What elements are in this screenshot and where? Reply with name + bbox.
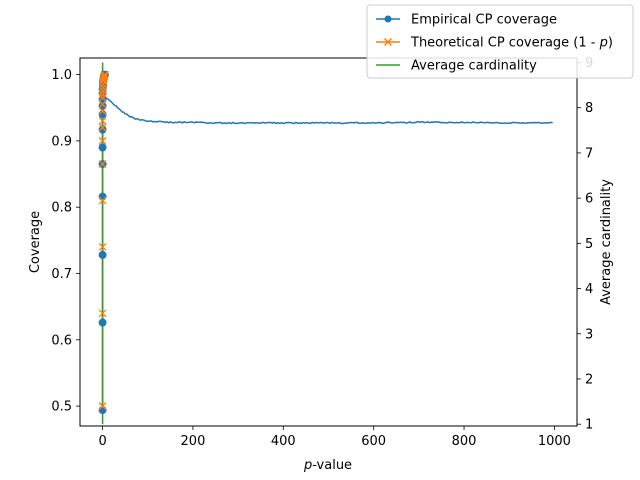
point-theoretical: [98, 196, 107, 205]
y-left-tick-label: 1.0: [51, 68, 72, 83]
y-right-tick-label: 1: [585, 418, 593, 433]
y-left-tick-label: 0.8: [51, 201, 72, 216]
point-empirical: [98, 318, 107, 327]
y-right-tick-label: 7: [585, 146, 593, 161]
point-empirical: [98, 192, 107, 201]
point-theoretical: [98, 123, 107, 132]
legend-label-cardinality: Average cardinality: [411, 59, 537, 74]
legend: Empirical CP coverage Theoretical CP cov…: [366, 4, 634, 79]
point-theoretical: [98, 402, 107, 411]
legend-entry-empirical: Empirical CP coverage: [376, 13, 557, 28]
x-tick-label: 1000: [538, 434, 571, 449]
point-theoretical: [98, 309, 107, 318]
y-axis-left: 0.5 0.6 0.7 0.8 0.9 1.0: [51, 68, 80, 415]
y-axis-right-label: Average cardinality: [599, 179, 614, 305]
plot-area: [98, 62, 553, 425]
x-axis-label: p-value: [303, 458, 352, 473]
legend-label-empirical: Empirical CP coverage: [411, 13, 557, 28]
y-left-tick-label: 0.5: [51, 400, 72, 415]
point-empirical: [98, 143, 107, 152]
point-theoretical: [98, 117, 107, 125]
point-theoretical: [99, 83, 108, 92]
x-tick-label: 600: [361, 434, 386, 449]
y-right-tick-label: 8: [585, 101, 593, 116]
point-theoretical: [98, 160, 107, 169]
point-theoretical: [99, 87, 108, 96]
legend-label-theoretical: Theoretical CP coverage (1 - p): [410, 36, 613, 51]
y-left-tick-label: 0.9: [51, 134, 72, 149]
y-right-tick-label: 4: [585, 282, 593, 297]
y-right-tick-label: 2: [585, 372, 593, 387]
x-tick-label: 800: [452, 434, 477, 449]
x-tick-label: 0: [98, 434, 106, 449]
legend-marker-theoretical: [383, 37, 393, 47]
point-theoretical: [98, 243, 107, 251]
legend-entry-theoretical: Theoretical CP coverage (1 - p): [376, 36, 613, 51]
y-left-tick-label: 0.6: [51, 333, 72, 348]
legend-box: [366, 4, 634, 79]
x-tick-label: 400: [271, 434, 296, 449]
point-theoretical: [98, 107, 107, 116]
point-empirical: [98, 250, 107, 259]
point-theoretical: [98, 93, 107, 102]
y-axis-left-label: Coverage: [28, 211, 43, 273]
point-theoretical: [98, 136, 107, 145]
y-axis-right: 123456789: [577, 56, 593, 433]
point-empirical: [98, 101, 107, 110]
point-empirical: [98, 125, 107, 134]
series-line-empirical-tail: [104, 95, 553, 125]
y-left-tick-label: 0.7: [51, 267, 72, 282]
legend-entry-cardinality: Average cardinality: [376, 59, 537, 74]
y-right-tick-label: 6: [585, 192, 593, 207]
point-theoretical: [98, 100, 107, 109]
y-right-tick-label: 5: [585, 237, 593, 252]
legend-marker-empirical: [384, 15, 392, 23]
point-empirical: [98, 406, 107, 415]
y-right-tick-label: 3: [585, 327, 593, 342]
plot-frame: [79, 57, 578, 427]
point-theoretical: [100, 70, 109, 79]
x-axis: 0 200 400 600 800 1000: [98, 426, 571, 449]
x-tick-label: 200: [181, 434, 206, 449]
